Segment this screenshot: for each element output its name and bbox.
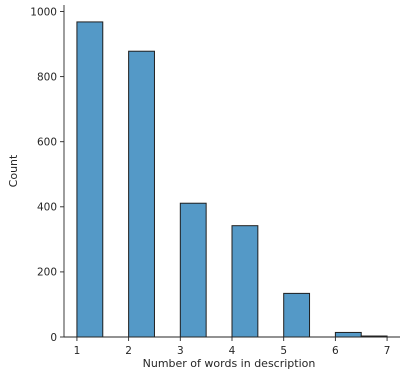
y-tick-label: 0 <box>50 332 57 344</box>
x-tick-label: 2 <box>125 345 132 357</box>
x-tick-label: 4 <box>229 345 236 357</box>
x-tick-label: 3 <box>177 345 184 357</box>
y-axis-ticks: 0 200 400 600 800 1000 <box>30 6 64 344</box>
x-axis-label: Number of words in description <box>143 357 316 370</box>
histogram-bar <box>179 202 207 338</box>
x-tick-label: 6 <box>332 345 339 357</box>
y-tick-label: 600 <box>37 137 57 149</box>
histogram-bar <box>76 21 104 338</box>
x-tick-label: 5 <box>280 345 287 357</box>
y-tick-label: 1000 <box>30 6 57 18</box>
histogram-bar <box>128 50 155 338</box>
bars-group <box>76 21 388 338</box>
x-axis-ticks: 1 2 3 4 5 6 7 <box>74 337 391 357</box>
x-tick-label: 7 <box>384 345 391 357</box>
histogram-bar <box>283 292 311 338</box>
x-tick-label: 1 <box>74 345 81 357</box>
histogram-bar <box>334 331 362 338</box>
y-tick-label: 400 <box>37 202 57 214</box>
y-tick-label: 200 <box>37 267 57 279</box>
y-tick-label: 800 <box>37 71 57 83</box>
histogram-bar <box>231 225 259 338</box>
y-axis-label: Count <box>7 154 20 187</box>
